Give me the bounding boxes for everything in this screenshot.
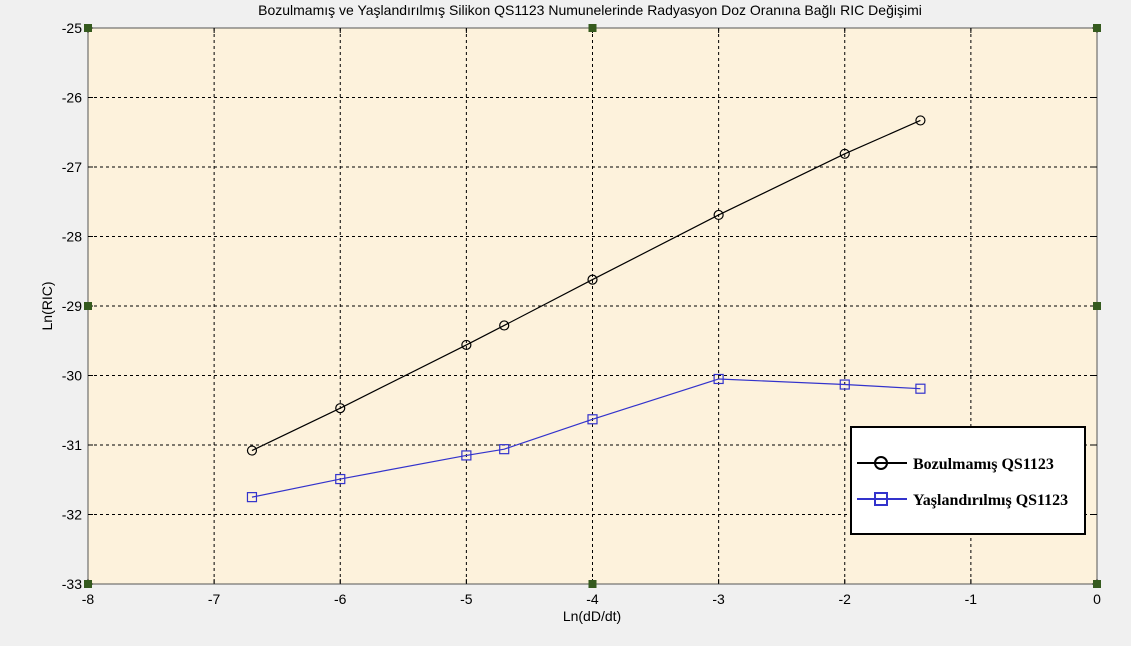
data-point-circle (839, 148, 850, 159)
x-tick-label: -6 (334, 591, 347, 607)
x-tick-label: -1 (965, 591, 978, 607)
y-axis-label: Ln(RIC) (39, 281, 55, 330)
data-point-square (335, 473, 346, 485)
selection-handle (588, 24, 597, 32)
axis-ticks: -8 -7 -6 -5 -4 -3 -2 -1 0 -33 -32 -31 -30 -29 -28 -27 -2… (62, 20, 1101, 607)
data-point-square (839, 379, 850, 390)
y-tick-label: -27 (62, 159, 82, 175)
y-tick-label: -29 (62, 298, 82, 314)
legend-items: Bozulmamış QS1123 Yaşlandırılmış QS1123 (857, 456, 1068, 509)
selection-handle (84, 24, 92, 32)
legend-label: Bozulmamış QS1123 (913, 456, 1054, 473)
chart-title: Bozulmamış ve Yaşlandırılmış Silikon QS1… (258, 2, 922, 18)
data-point-square (915, 383, 926, 394)
y-tick-label: -28 (62, 229, 82, 245)
y-tick-label: -31 (62, 437, 82, 453)
data-point-circle (335, 403, 346, 414)
series-layer (246, 115, 926, 503)
x-tick-label: -2 (839, 591, 852, 607)
x-tick-label: -3 (712, 591, 725, 607)
legend-label: Yaşlandırılmış QS1123 (913, 492, 1068, 509)
series-2 (246, 373, 926, 503)
y-tick-label: -33 (62, 576, 82, 592)
selection-handles (84, 24, 1101, 588)
series-line (251, 378, 921, 498)
y-tick-label: -25 (62, 20, 82, 36)
x-tick-label: -4 (586, 591, 599, 607)
legend-item: Bozulmamış QS1123 (857, 456, 1054, 473)
series-1 (246, 115, 926, 456)
data-point-circle (713, 209, 724, 221)
selection-handle (1093, 580, 1101, 588)
series-line (251, 119, 921, 452)
legend-marker-square (874, 492, 888, 506)
data-point-circle (246, 445, 258, 456)
selection-handle (1093, 24, 1101, 32)
data-point-circle (461, 339, 472, 351)
data-point-square (499, 444, 510, 455)
selection-handle (84, 580, 92, 588)
y-tick-label: -26 (62, 90, 82, 106)
data-point-square (713, 373, 724, 385)
x-tick-label: -5 (460, 591, 473, 607)
x-tick-label: -8 (82, 591, 95, 607)
data-point-square (461, 450, 472, 461)
x-tick-label: 0 (1093, 591, 1101, 607)
y-tick-label: -32 (62, 507, 82, 523)
legend-item: Yaşlandırılmış QS1123 (857, 492, 1068, 509)
selection-handle (1093, 302, 1101, 310)
data-point-square (246, 492, 258, 503)
data-point-square (587, 414, 598, 425)
legend-box (850, 426, 1086, 535)
legend-marker-circle (874, 456, 888, 470)
data-point-circle (915, 115, 926, 126)
x-tick-label: -7 (208, 591, 221, 607)
data-point-circle (587, 274, 598, 285)
selection-handle (588, 580, 597, 588)
data-point-circle (499, 320, 510, 331)
legend: Bozulmamış QS1123 Yaşlandırılmış QS1123 (850, 426, 1086, 535)
selection-handle (84, 302, 92, 310)
x-axis-label: Ln(dD/dt) (563, 608, 621, 624)
y-tick-label: -30 (62, 368, 82, 384)
